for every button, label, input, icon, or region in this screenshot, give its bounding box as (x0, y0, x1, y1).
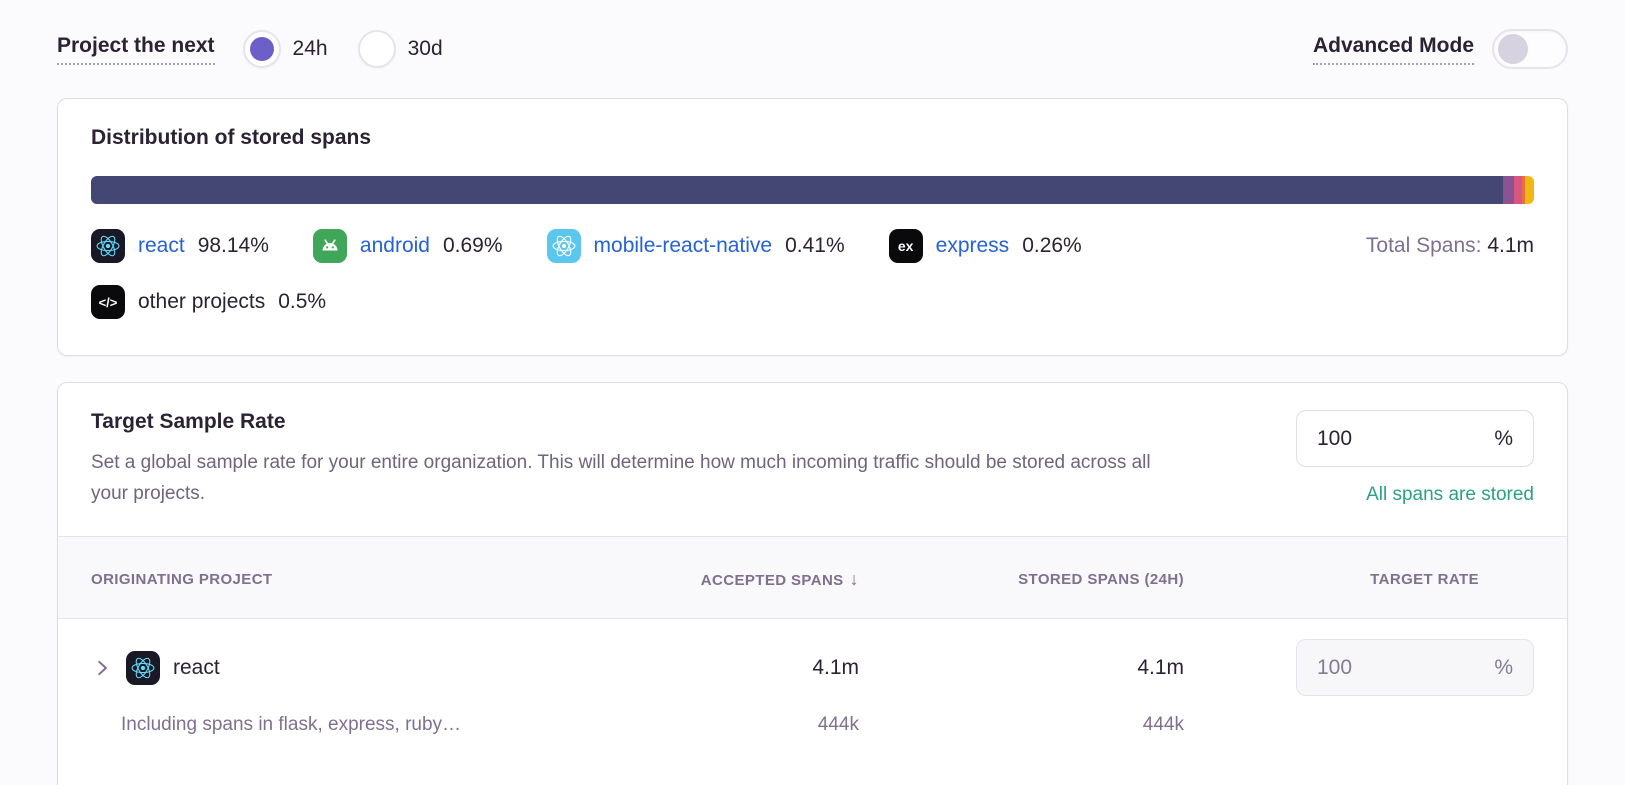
expand-chevron-icon[interactable] (91, 655, 113, 681)
stored-spans-value: 4.1m (1137, 655, 1184, 679)
legend-row-2: </> other projects 0.5% (91, 285, 1534, 319)
react-sample-rate-input[interactable] (1317, 655, 1447, 680)
table-row-react: react 4.1m 4.1m % (58, 619, 1567, 700)
distribution-legend: react 98.14% android 0.69% (91, 229, 1534, 319)
radio-24h-selected-icon[interactable] (242, 30, 281, 68)
target-sample-rate-card: Target Sample Rate Set a global sample r… (57, 382, 1568, 785)
android-platform-icon (312, 229, 347, 263)
legend-react-pct: 98.14% (197, 234, 269, 257)
bar-segment-react (91, 176, 1503, 204)
total-spans-label: Total Spans: (1365, 234, 1482, 257)
legend-react-link[interactable]: react (138, 234, 185, 257)
legend-row-1: react 98.14% android 0.69% (91, 229, 1534, 263)
sub-stored-value: 444k (1142, 714, 1184, 735)
percent-sign: % (1494, 655, 1513, 679)
radio-30d-unselected-icon[interactable] (357, 30, 396, 68)
target-sample-rate-description: Set a global sample rate for your entire… (91, 452, 1151, 504)
col-accepted-spans[interactable]: ACCEPTED SPANS ↓ (700, 569, 859, 589)
period-24h-label: 24h (292, 37, 328, 60)
legend-item-react: react 98.14% (91, 229, 269, 263)
col-target-rate: TARGET RATE (1370, 571, 1479, 588)
bar-segment-mobile-react-native (1514, 176, 1523, 204)
distribution-bar (91, 176, 1534, 204)
advanced-mode-label: Advanced Mode (1312, 34, 1474, 65)
percent-sign: % (1494, 426, 1513, 450)
react-platform-icon (126, 650, 160, 685)
legend-android-link[interactable]: android (359, 234, 430, 257)
legend-item-mobile-react-native: mobile-react-native 0.41% (546, 229, 845, 263)
included-spans-label: Including spans in flask, express, ruby… (121, 714, 462, 735)
express-icon-text: ex (897, 238, 914, 254)
rate-card-head: Target Sample Rate Set a global sample r… (58, 410, 1567, 509)
toggle-knob (1498, 34, 1528, 64)
legend-item-express: ex express 0.26% (888, 229, 1082, 263)
legend-other-projects-pct: 0.5% (278, 290, 327, 313)
bar-segment-other-projects (1525, 176, 1534, 204)
legend-other-projects-label: other projects (138, 290, 266, 313)
projects-table-header: ORIGINATING PROJECT ACCEPTED SPANS ↓ STOR… (58, 536, 1567, 619)
global-rate-input-group: % All spans are stored (1296, 410, 1534, 506)
react-sample-rate-field[interactable]: % (1296, 639, 1534, 696)
global-sample-rate-field[interactable]: % (1296, 410, 1534, 467)
col-originating-project: ORIGINATING PROJECT (91, 571, 273, 588)
period-30d-label: 30d (407, 37, 443, 60)
project-name: react (173, 655, 220, 679)
bar-segment-android (1502, 176, 1515, 204)
period-radio-group: 24h 30d (242, 30, 443, 68)
col-stored-spans: STORED SPANS (24H) (1018, 571, 1184, 588)
advanced-mode-group: Advanced Mode (1312, 29, 1568, 69)
sub-accepted-value: 444k (817, 714, 859, 735)
advanced-mode-toggle[interactable] (1492, 29, 1568, 69)
legend-android-pct: 0.69% (442, 234, 503, 257)
project-cell-react: react (91, 650, 654, 685)
legend-mobile-react-native-link[interactable]: mobile-react-native (593, 234, 773, 257)
legend-item-other-projects: </> other projects 0.5% (91, 285, 326, 319)
top-controls-row: Project the next 24h 30d Advanced Mode (57, 26, 1568, 72)
code-icon-text: </> (98, 294, 118, 310)
bar-segment-express (1522, 176, 1526, 204)
total-spans-value: 4.1m (1487, 234, 1534, 257)
rate-status-message: All spans are stored (1366, 484, 1534, 505)
legend-express-pct: 0.26% (1022, 234, 1082, 257)
global-sample-rate-input[interactable] (1317, 426, 1447, 451)
express-platform-icon: ex (888, 229, 923, 263)
distribution-card: Distribution of stored spans (57, 98, 1568, 356)
row-rate-cell: % (1234, 639, 1534, 696)
accepted-spans-value: 4.1m (812, 655, 859, 679)
sort-desc-icon: ↓ (849, 569, 859, 589)
react-native-platform-icon (546, 229, 581, 263)
distribution-card-title: Distribution of stored spans (91, 126, 372, 149)
legend-mobile-react-native-pct: 0.41% (785, 234, 845, 257)
period-option-30d[interactable]: 30d (357, 30, 443, 68)
legend-item-android: android 0.69% (312, 229, 503, 263)
react-platform-icon (91, 229, 125, 263)
project-the-next-label: Project the next (57, 34, 215, 65)
total-spans: Total Spans: 4.1m (1366, 234, 1534, 258)
period-option-24h[interactable]: 24h (242, 30, 328, 68)
target-sample-rate-title: Target Sample Rate (91, 410, 286, 433)
legend-express-link[interactable]: express (935, 234, 1010, 257)
code-icon: </> (91, 285, 125, 319)
table-subrow-react-included: Including spans in flask, express, ruby…… (58, 700, 1567, 758)
